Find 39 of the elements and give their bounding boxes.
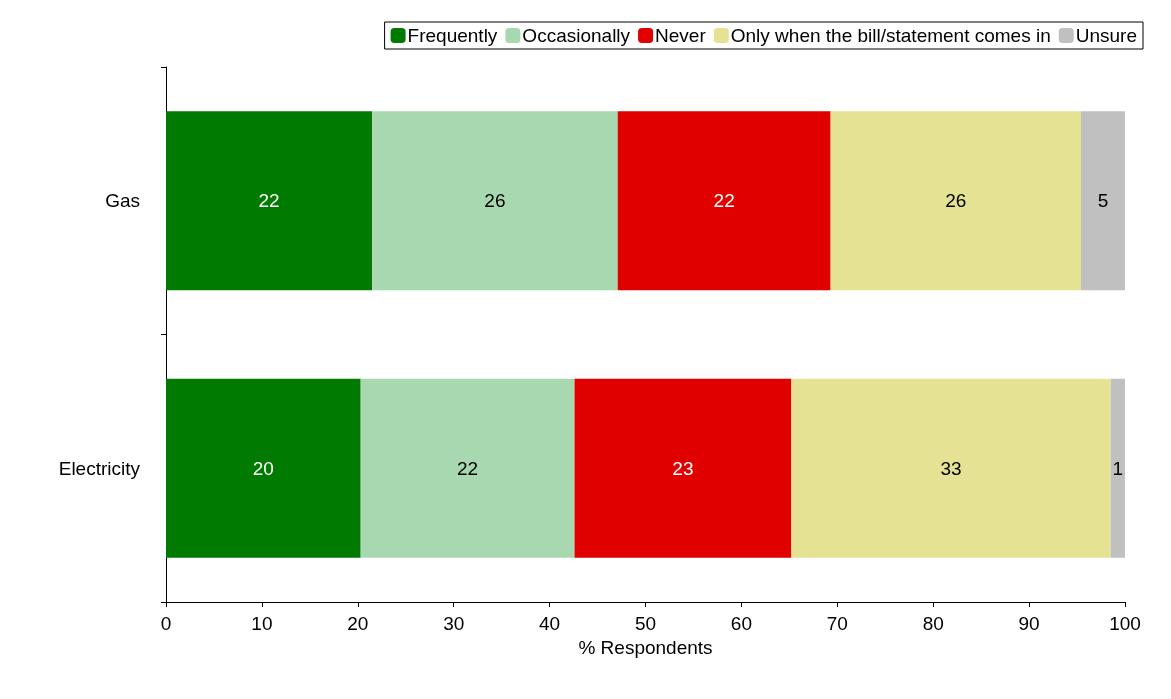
x-tick-label: 90 bbox=[1018, 613, 1040, 634]
bar bbox=[166, 111, 373, 291]
bar bbox=[791, 378, 1111, 558]
bar bbox=[360, 378, 575, 558]
x-tick-label: 60 bbox=[730, 613, 752, 634]
bar bbox=[1080, 111, 1125, 291]
data-label: 22 bbox=[258, 190, 280, 212]
data-label: 22 bbox=[457, 457, 479, 479]
data-label: 22 bbox=[713, 190, 735, 212]
data-label: 23 bbox=[672, 457, 694, 479]
x-tick-label: 10 bbox=[251, 613, 273, 634]
x-tick-label: 50 bbox=[634, 613, 657, 634]
data-label: 20 bbox=[252, 457, 274, 479]
bar bbox=[372, 111, 618, 291]
bar bbox=[1110, 378, 1125, 558]
y-tick-label: Electricity bbox=[58, 457, 141, 479]
legend-label: Occasionally bbox=[522, 25, 631, 46]
x-tick-label: 40 bbox=[539, 613, 561, 634]
y-tick-label: Gas bbox=[105, 190, 140, 212]
bar bbox=[574, 378, 792, 558]
data-label: 26 bbox=[484, 190, 506, 212]
legend-label: Frequently bbox=[407, 25, 498, 46]
data-label: 26 bbox=[945, 190, 967, 212]
data-label: 5 bbox=[1097, 190, 1109, 212]
legend-label: Unsure bbox=[1075, 25, 1137, 46]
bar bbox=[830, 111, 1081, 291]
bar bbox=[166, 378, 361, 558]
data-label: 1 bbox=[1112, 457, 1124, 479]
x-tick-label: 0 bbox=[160, 613, 172, 634]
x-tick-label: 30 bbox=[443, 613, 465, 634]
legend-label: Never bbox=[655, 25, 707, 46]
x-tick-label: 80 bbox=[922, 613, 944, 634]
data-label: 33 bbox=[940, 457, 962, 479]
legend-label: Only when the bill/statement comes in bbox=[730, 25, 1051, 46]
x-tick-label: 20 bbox=[347, 613, 369, 634]
x-axis-title: % Respondents bbox=[578, 637, 713, 658]
bar bbox=[617, 111, 831, 291]
x-tick-label: 70 bbox=[826, 613, 848, 634]
x-tick-label: 100 bbox=[1109, 613, 1141, 634]
